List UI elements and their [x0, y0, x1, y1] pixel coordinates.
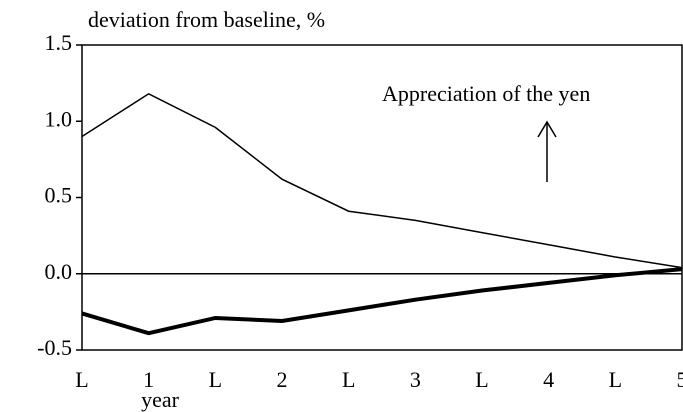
series-line: [81, 267, 683, 336]
series-line: [81, 92, 683, 269]
x-tick-label: 5: [677, 367, 683, 392]
x-tick-label: L: [609, 367, 622, 392]
x-tick-label: 2: [277, 367, 288, 392]
y-tick-label: 1.0: [45, 106, 73, 131]
x-tick-label: 4: [543, 367, 554, 392]
x-tick-label: L: [475, 367, 488, 392]
x-tick-label: L: [209, 367, 222, 392]
x-tick-label: L: [75, 367, 88, 392]
y-tick-label: 1.5: [45, 30, 73, 55]
x-tick-label: L: [342, 367, 355, 392]
y-tick-label: 0.5: [45, 183, 73, 208]
arrow-head: [537, 120, 557, 138]
x-tick-label: 1: [143, 367, 154, 392]
x-tick-label: 3: [410, 367, 421, 392]
y-tick-label: 0.0: [45, 259, 73, 284]
y-tick-label: -0.5: [37, 335, 72, 360]
y-axis-label: deviation from baseline, %: [88, 7, 325, 32]
x-axis-label: year: [141, 387, 180, 412]
annotation: Appreciation of the yen: [382, 81, 590, 106]
